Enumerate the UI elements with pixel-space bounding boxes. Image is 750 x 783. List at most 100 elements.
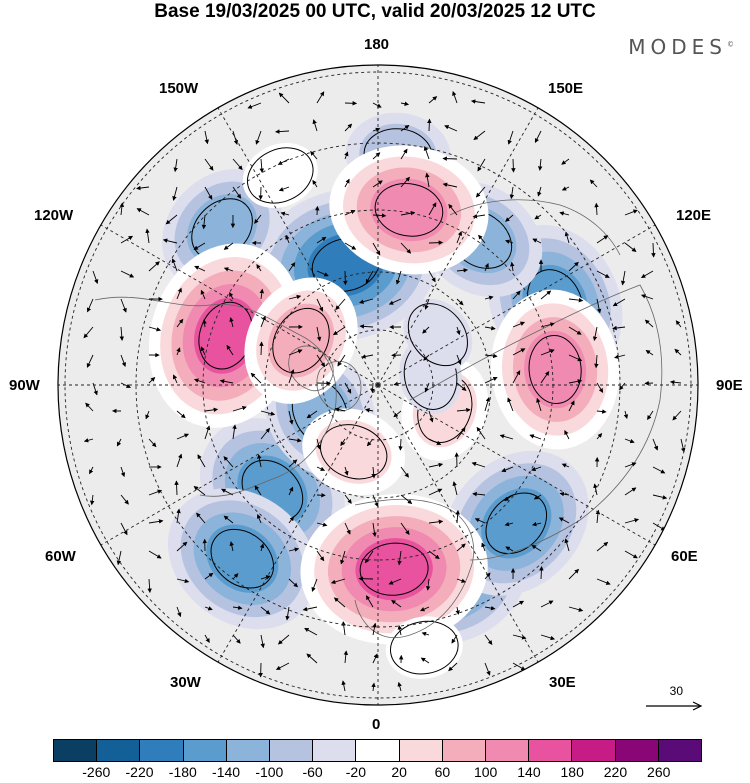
wind-vector: [507, 130, 514, 145]
wind-vector: [223, 456, 234, 468]
wind-vector: [288, 459, 298, 468]
north-america-outline: [94, 296, 337, 497]
wind-vector: [428, 410, 434, 423]
wind-vector: [204, 186, 213, 200]
colorbar-swatch: [313, 740, 357, 761]
wind-vector: [335, 298, 346, 311]
wind-vector: [484, 634, 493, 646]
wind-vector: [259, 341, 264, 356]
wind-vector: [624, 462, 637, 468]
wind-vector: [540, 634, 556, 641]
wind-vector: [533, 494, 542, 500]
wind-vector: [232, 405, 247, 412]
wind-vector: [316, 438, 321, 450]
wind-vector: [372, 127, 381, 132]
wind-vector: [288, 438, 302, 443]
wind-vector: [388, 298, 402, 305]
wind-vector: [651, 242, 656, 258]
wind-vector: [201, 214, 207, 230]
wind-vector: [359, 298, 374, 304]
wind-vector: [370, 382, 375, 394]
wind-vector: [428, 550, 440, 560]
wind-vector: [511, 158, 516, 173]
wind-vector: [260, 606, 271, 615]
wind-vector: [116, 550, 122, 566]
wind-vector: [255, 130, 262, 145]
colorbar-tick-label: 140: [517, 764, 541, 780]
wind-vector: [531, 466, 542, 472]
wind-vector: [561, 186, 570, 191]
wind-vector: [288, 516, 295, 524]
wind-vector: [365, 270, 374, 284]
wind-vector: [120, 466, 126, 478]
wind-vector: [456, 354, 462, 365]
wind-vector: [561, 158, 570, 165]
wind-vector: [226, 344, 234, 356]
wind-vector: [568, 326, 582, 335]
meridian-line: [377, 224, 656, 386]
colorbar-tick-label: 260: [647, 764, 671, 780]
wind-vector: [288, 410, 294, 425]
wind-vector: [624, 487, 637, 496]
wind-vector: [596, 298, 602, 314]
wind-vectors: [83, 90, 686, 692]
wind-vector: [311, 578, 318, 592]
wind-vector: [471, 461, 486, 468]
wind-vector: [624, 242, 637, 252]
wind-vector: [473, 130, 486, 141]
wind-vector: [564, 231, 570, 244]
wind-vector: [176, 606, 182, 618]
wind-vector: [344, 123, 353, 132]
colorbar-swatch: [399, 740, 443, 761]
wind-vector: [202, 319, 207, 328]
wind-vector: [232, 605, 243, 610]
logo-text: MODES: [628, 35, 727, 59]
wind-vector: [484, 263, 489, 272]
wind-vector: [536, 397, 542, 412]
wind-vector: [341, 680, 346, 692]
colorbar-swatch: [615, 740, 659, 761]
meridian-line: [217, 107, 379, 386]
wind-vector: [372, 653, 378, 664]
wind-vector: [256, 514, 262, 524]
wind-vector: [476, 426, 486, 440]
eurasia-outline: [409, 284, 663, 561]
wind-vector: [85, 402, 94, 412]
landmass-outlines: [94, 199, 663, 638]
wind-vector: [589, 179, 598, 188]
colorbar-swatch: [140, 740, 184, 761]
wind-vector: [674, 348, 682, 356]
wind-vector: [221, 488, 234, 496]
wind-vector: [257, 454, 262, 468]
wind-vector: [172, 374, 178, 384]
lon-label-120w: 120W: [34, 207, 74, 224]
wind-vector: [596, 235, 609, 244]
wind-vector: [451, 634, 458, 644]
wind-vector: [596, 578, 611, 585]
lon-label-0: 0: [372, 716, 381, 733]
wind-vector: [644, 319, 654, 328]
wind-vector: [333, 597, 346, 608]
colorbar-swatch: [442, 740, 487, 761]
colorbar-ticks: -260 -220 -180 -140 -100 -60 -20 20 60 100 140 180 2…: [53, 764, 702, 782]
wind-vector: [400, 466, 409, 478]
wind-vector: [83, 326, 94, 339]
wind-vector: [277, 634, 290, 645]
wind-vector: [340, 438, 346, 447]
wind-vector: [512, 348, 526, 356]
wind-vector: [194, 265, 206, 272]
wind-vector: [481, 542, 486, 552]
wind-vector: [176, 578, 190, 584]
wind-vector: [316, 236, 327, 244]
wind-vector: [288, 547, 300, 552]
wind-vector: [512, 600, 525, 608]
wind-vector: [372, 242, 381, 256]
wind-vector: [200, 289, 206, 300]
positive-anomaly-contour: [370, 178, 448, 242]
wind-vector: [165, 214, 178, 225]
wind-vector: [316, 270, 329, 277]
negative-anomaly-contour: [481, 488, 552, 559]
wind-vector: [393, 410, 402, 418]
anomaly-field: [148, 112, 623, 679]
wind-vector: [421, 631, 430, 637]
